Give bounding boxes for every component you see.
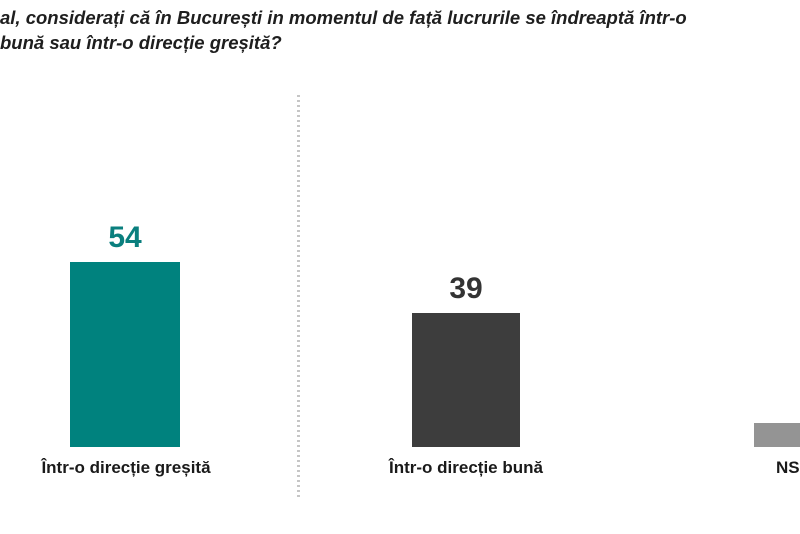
category-label-ns: NS [776, 458, 800, 477]
bar-directie-gresita [70, 262, 180, 447]
bar-group-directie-buna: 39 [412, 274, 520, 447]
bar-group-directie-gresita: 54 [70, 223, 180, 447]
bar-group-ns [754, 414, 800, 447]
chart-title-line2: bună sau într-o direcție greșită? [0, 32, 282, 53]
bar-ns [754, 423, 800, 447]
bar-directie-buna [412, 313, 520, 447]
chart-title-line1: al, considerați că în București in momen… [0, 7, 687, 28]
bar-value-label: 54 [108, 221, 142, 254]
vertical-dotted-divider [297, 95, 300, 500]
category-label-directie-gresita: Într-o direcție greșită [41, 458, 211, 477]
chart-title: al, considerați că în București in momen… [0, 5, 687, 55]
bar-value-label: 39 [449, 272, 483, 305]
category-label-directie-buna: Într-o direcție bună [389, 458, 543, 477]
